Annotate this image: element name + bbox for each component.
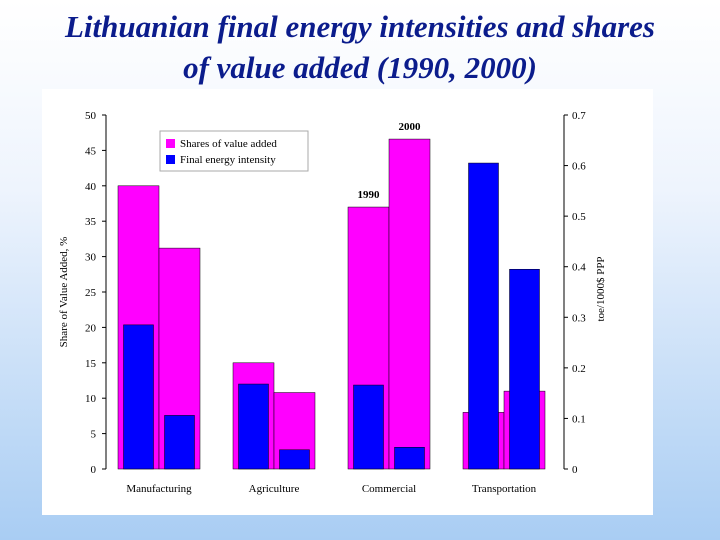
slide-title-line-2: of value added (1990, 2000) <box>183 50 537 85</box>
left-tick-label: 40 <box>85 181 97 193</box>
right-tick-label: 0 <box>572 464 578 476</box>
chart-svg: 0 5 10 15 20 25 30 35 40 45 50 0 0.1 0.2 0.3 0.4 0.5 0.6 0… <box>58 110 607 495</box>
annotation-1990: 1990 <box>358 189 381 201</box>
annotation-2000: 2000 <box>399 121 422 133</box>
bar-energy-intensity-agriculture-1990 <box>238 383 269 470</box>
bar-energy-intensity-manufacturing-2000 <box>164 415 195 470</box>
left-tick-label: 45 <box>85 145 97 157</box>
chart-panel: 0 5 10 15 20 25 30 35 40 45 50 0 0.1 0.2 0.3 0.4 0.5 0.6 0… <box>42 89 653 515</box>
right-tick-label: 0.5 <box>572 211 586 223</box>
left-axis-title: Share of Value Added, % <box>58 237 70 348</box>
legend-swatch-shares-of-value-added <box>166 139 175 148</box>
left-tick-label: 30 <box>85 252 97 264</box>
x-tick-label-transportation: Transportation <box>472 483 537 495</box>
left-tick-label: 25 <box>85 287 97 299</box>
slide-title-line-1: Lithuanian final energy intensities and … <box>65 9 655 44</box>
bar-energy-intensity-commercial-2000 <box>394 447 425 470</box>
right-tick-label: 0.2 <box>572 363 586 375</box>
right-tick-label: 0.1 <box>572 413 586 425</box>
bar-energy-intensity-manufacturing-1990 <box>123 324 154 470</box>
slide-title: Lithuanian final energy intensities and … <box>0 6 720 88</box>
right-tick-label: 0.6 <box>572 161 586 173</box>
left-tick-label: 20 <box>85 322 97 334</box>
left-tick-label: 15 <box>85 358 97 370</box>
bar-energy-intensity-agriculture-2000 <box>279 449 310 470</box>
x-tick-label-manufacturing: Manufacturing <box>126 483 192 495</box>
legend-swatch-final-energy-intensity <box>166 155 175 164</box>
left-tick-label: 10 <box>85 393 97 405</box>
left-tick-label: 35 <box>85 216 97 228</box>
x-tick-label-commercial: Commercial <box>362 483 416 495</box>
legend-label-final-energy-intensity: Final energy intensity <box>180 154 276 166</box>
bar-energy-intensity-transportation-2000 <box>509 268 540 470</box>
legend-label-shares-of-value-added: Shares of value added <box>180 138 277 150</box>
bar-energy-intensity-transportation-1990 <box>468 162 499 470</box>
x-tick-label-agriculture: Agriculture <box>249 483 300 495</box>
right-axis-title: toe/1000$ PPP <box>595 256 607 321</box>
right-tick-label: 0.3 <box>572 312 586 324</box>
left-tick-label: 0 <box>91 464 97 476</box>
right-tick-label: 0.7 <box>572 110 586 122</box>
right-tick-label: 0.4 <box>572 262 586 274</box>
legend-box <box>159 130 309 172</box>
bar-value-added-commercial-2000 <box>388 138 431 470</box>
left-tick-label: 50 <box>85 110 97 122</box>
bar-energy-intensity-commercial-1990 <box>353 384 384 470</box>
left-tick-label: 5 <box>91 429 97 441</box>
